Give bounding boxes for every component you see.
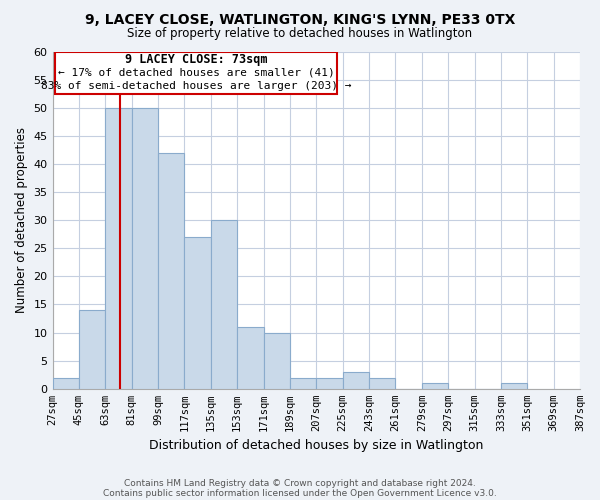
Bar [211, 220, 237, 389]
Bar [131, 108, 158, 389]
Bar [316, 378, 343, 389]
Bar [343, 372, 369, 389]
Text: 9, LACEY CLOSE, WATLINGTON, KING'S LYNN, PE33 0TX: 9, LACEY CLOSE, WATLINGTON, KING'S LYNN,… [85, 12, 515, 26]
Y-axis label: Number of detached properties: Number of detached properties [15, 127, 28, 313]
Text: 9 LACEY CLOSE: 73sqm: 9 LACEY CLOSE: 73sqm [125, 54, 268, 66]
Text: Contains HM Land Registry data © Crown copyright and database right 2024.: Contains HM Land Registry data © Crown c… [124, 478, 476, 488]
FancyBboxPatch shape [55, 52, 337, 94]
Bar [263, 332, 290, 389]
Bar [158, 152, 184, 389]
Text: ← 17% of detached houses are smaller (41): ← 17% of detached houses are smaller (41… [58, 68, 335, 78]
Text: Contains public sector information licensed under the Open Government Licence v3: Contains public sector information licen… [103, 488, 497, 498]
Text: Size of property relative to detached houses in Watlington: Size of property relative to detached ho… [127, 28, 473, 40]
Bar [422, 383, 448, 389]
Bar [369, 378, 395, 389]
Text: 83% of semi-detached houses are larger (203) →: 83% of semi-detached houses are larger (… [41, 81, 352, 91]
Bar [501, 383, 527, 389]
Bar [53, 378, 79, 389]
Bar [105, 108, 131, 389]
X-axis label: Distribution of detached houses by size in Watlington: Distribution of detached houses by size … [149, 440, 484, 452]
Bar [237, 327, 263, 389]
Bar [184, 237, 211, 389]
Bar [290, 378, 316, 389]
Bar [79, 310, 105, 389]
